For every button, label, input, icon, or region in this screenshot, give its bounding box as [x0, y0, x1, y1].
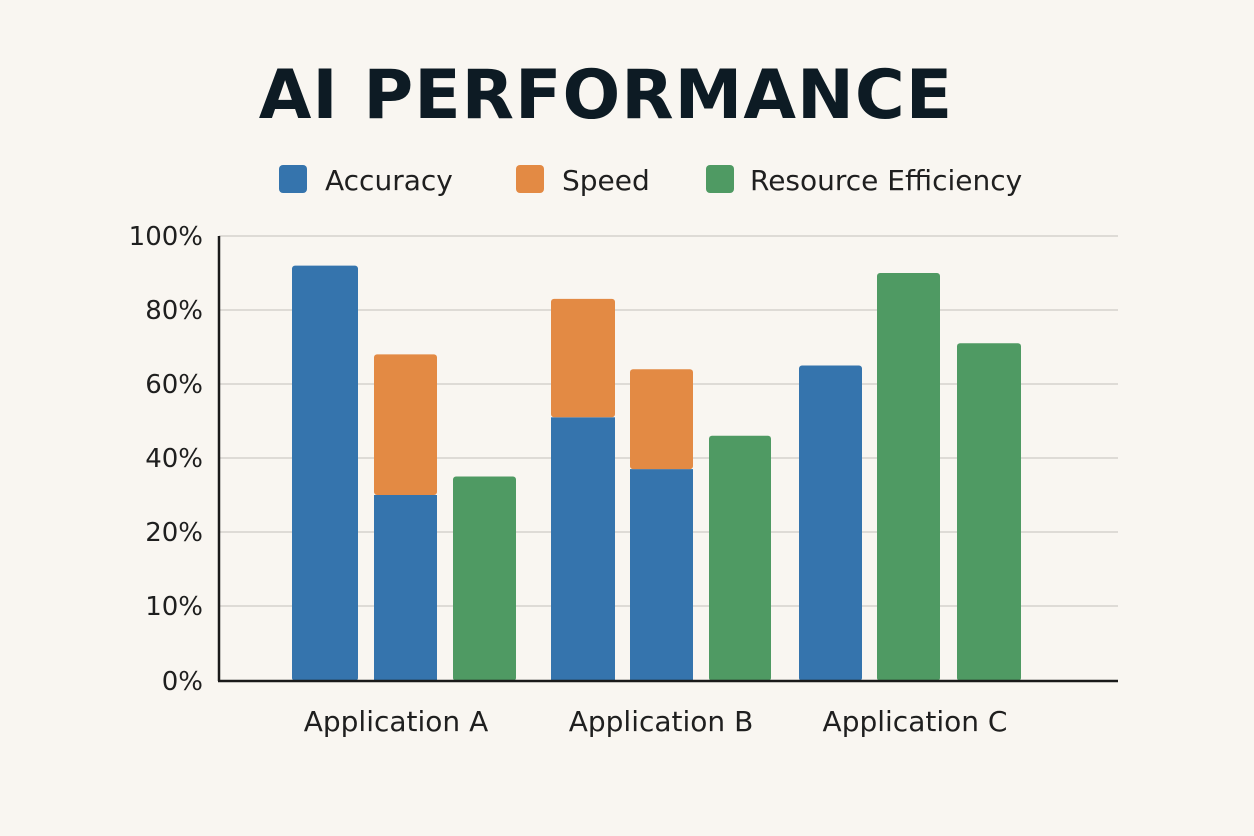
bar-segment-accuracy: [799, 365, 862, 681]
legend-label-speed: Speed: [562, 164, 650, 197]
bar-segment-resource-efficiency: [957, 343, 1021, 681]
y-axis-ticks: 0% 10% 20% 40% 60% 80% 100%: [129, 222, 203, 697]
bar-segment-accuracy: [292, 265, 358, 681]
y-tick-label: 10%: [145, 592, 203, 622]
legend: Accuracy Speed Resource Efficiency: [279, 164, 1022, 197]
bar-group: [799, 365, 862, 681]
bar-segment-resource-efficiency: [877, 273, 940, 681]
legend-label-accuracy: Accuracy: [325, 164, 453, 197]
bar-group: [709, 435, 771, 681]
bars: [292, 265, 1021, 681]
bar-group: [630, 369, 693, 681]
bar-group: [551, 298, 615, 681]
bar-segment-accuracy: [551, 417, 615, 681]
bar-group: [374, 354, 437, 681]
bar-group: [292, 265, 358, 681]
legend-label-resource-efficiency: Resource Efficiency: [750, 164, 1022, 197]
bar-segment-resource-efficiency: [453, 476, 516, 681]
chart-title: AI PERFORMANCE: [259, 56, 953, 135]
y-tick-label: 80%: [145, 296, 203, 326]
bar-segment-resource-efficiency: [709, 435, 771, 681]
bar-group: [877, 273, 940, 681]
bar-segment-speed: [374, 354, 437, 495]
legend-swatch-resource-efficiency: [706, 165, 734, 193]
bar-segment-accuracy: [630, 469, 693, 681]
y-tick-label: 40%: [145, 444, 203, 474]
bar-segment-speed: [630, 369, 693, 470]
y-tick-label: 100%: [129, 222, 203, 252]
y-tick-label: 20%: [145, 518, 203, 548]
bar-segment-speed: [551, 298, 615, 418]
y-tick-label: 60%: [145, 370, 203, 400]
x-axis-categories: Application A Application B Application C: [304, 705, 1008, 738]
category-label: Application B: [569, 705, 754, 738]
category-label: Application A: [304, 705, 489, 738]
legend-swatch-speed: [516, 165, 544, 193]
bar-segment-accuracy: [374, 495, 437, 681]
bar-group: [453, 476, 516, 681]
legend-swatch-accuracy: [279, 165, 307, 193]
bar-group: [957, 343, 1021, 681]
y-tick-label: 0%: [162, 667, 203, 697]
category-label: Application C: [823, 705, 1008, 738]
